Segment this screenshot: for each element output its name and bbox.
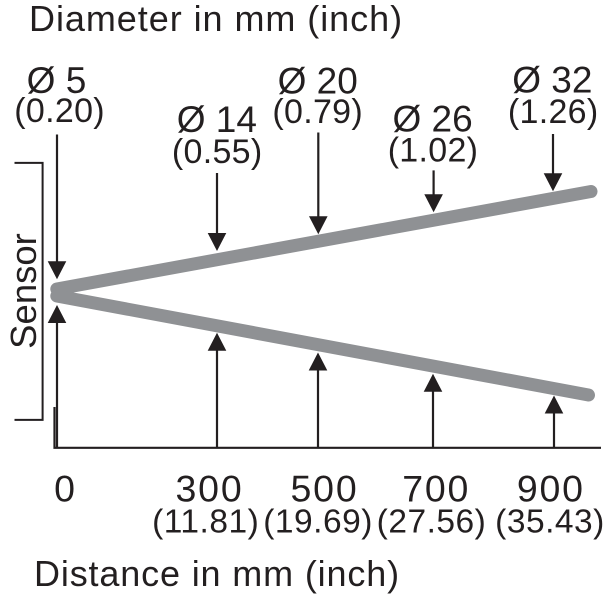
svg-text:500: 500 [291,468,359,510]
svg-text:(1.02): (1.02) [388,132,479,170]
svg-text:Diameter in mm (inch): Diameter in mm (inch) [29,0,403,39]
svg-text:Ø 14: Ø 14 [177,99,257,140]
svg-text:Ø 20: Ø 20 [278,61,358,102]
svg-text:(0.20): (0.20) [14,92,105,130]
svg-text:Ø 32: Ø 32 [512,60,592,101]
svg-text:700: 700 [402,468,470,510]
svg-text:(35.43): (35.43) [495,504,605,541]
svg-text:Sensor: Sensor [3,233,44,349]
svg-text:Ø 5: Ø 5 [27,60,87,101]
svg-text:(27.56): (27.56) [377,504,487,541]
svg-text:(0.79): (0.79) [272,93,363,131]
svg-text:(11.81): (11.81) [152,504,259,541]
svg-text:300: 300 [176,468,244,510]
svg-text:Distance in mm (inch): Distance in mm (inch) [34,553,400,594]
svg-text:Ø 26: Ø 26 [392,99,472,140]
svg-text:900: 900 [517,468,585,510]
svg-text:(19.69): (19.69) [263,504,373,541]
svg-text:(1.26): (1.26) [508,93,599,131]
svg-text:0: 0 [54,468,75,510]
svg-text:(0.55): (0.55) [172,133,263,171]
